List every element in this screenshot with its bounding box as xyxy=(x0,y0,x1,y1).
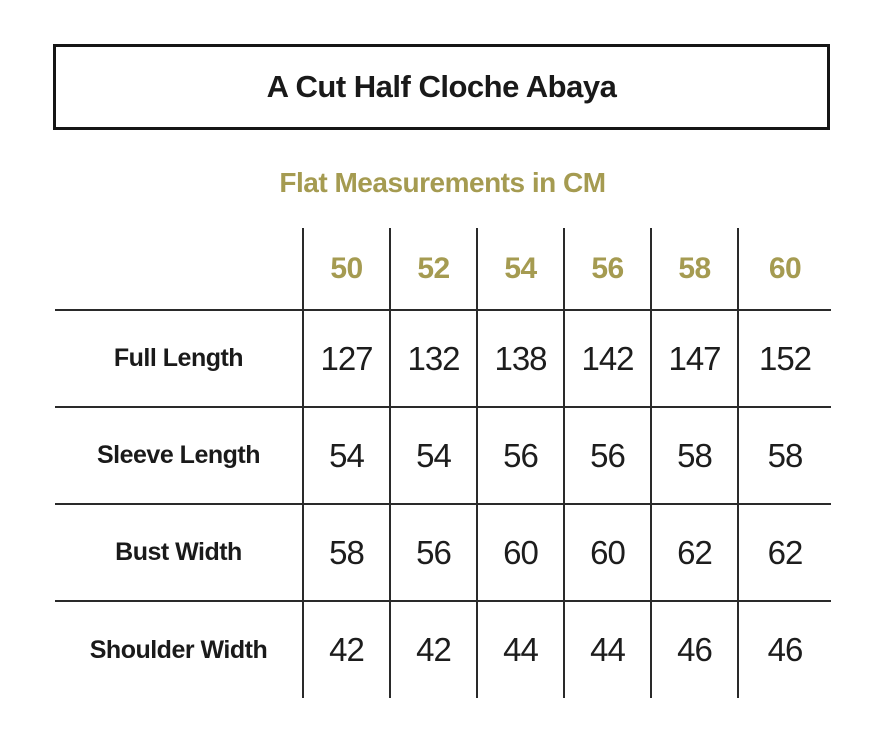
measurement-cell: 62 xyxy=(650,503,739,602)
measurement-cell: 60 xyxy=(563,503,652,602)
size-column-header: 50 xyxy=(302,228,391,311)
size-column-header: 56 xyxy=(563,228,652,311)
product-title-box: A Cut Half Cloche Abaya xyxy=(53,44,830,130)
size-column-header: 58 xyxy=(650,228,739,311)
measurement-cell: 132 xyxy=(389,309,478,408)
row-label: Full Length xyxy=(55,309,304,408)
measurement-cell: 142 xyxy=(563,309,652,408)
measurement-cell: 127 xyxy=(302,309,391,408)
product-title: A Cut Half Cloche Abaya xyxy=(266,69,617,104)
size-column-header: 54 xyxy=(476,228,565,311)
row-label: Sleeve Length xyxy=(55,406,304,505)
table-row-shoulder-width: Shoulder Width 42 42 44 44 46 46 xyxy=(55,600,831,698)
measurement-cell: 54 xyxy=(389,406,478,505)
measurement-cell: 44 xyxy=(563,600,652,698)
measurement-cell: 152 xyxy=(737,309,831,408)
measurement-cell: 56 xyxy=(389,503,478,602)
measurement-cell: 58 xyxy=(302,503,391,602)
table-corner-cell xyxy=(55,228,304,311)
measurement-cell: 56 xyxy=(476,406,565,505)
measurement-cell: 42 xyxy=(302,600,391,698)
measurement-cell: 54 xyxy=(302,406,391,505)
measurement-cell: 42 xyxy=(389,600,478,698)
measurement-cell: 58 xyxy=(650,406,739,505)
measurement-cell: 147 xyxy=(650,309,739,408)
measurements-table: 50 52 54 56 58 60 Full Length 127 132 13… xyxy=(55,228,831,698)
measurement-cell: 44 xyxy=(476,600,565,698)
row-label: Bust Width xyxy=(55,503,304,602)
size-column-header: 52 xyxy=(389,228,478,311)
measurement-cell: 58 xyxy=(737,406,831,505)
measurements-subtitle: Flat Measurements in CM xyxy=(279,167,606,198)
measurement-cell: 138 xyxy=(476,309,565,408)
measurement-cell: 62 xyxy=(737,503,831,602)
size-header-row: 50 52 54 56 58 60 xyxy=(55,228,831,311)
size-column-header: 60 xyxy=(737,228,831,311)
measurement-cell: 56 xyxy=(563,406,652,505)
table-row-sleeve-length: Sleeve Length 54 54 56 56 58 58 xyxy=(55,406,831,505)
table-row-bust-width: Bust Width 58 56 60 60 62 62 xyxy=(55,503,831,602)
measurement-cell: 60 xyxy=(476,503,565,602)
measurement-cell: 46 xyxy=(650,600,739,698)
table-row-full-length: Full Length 127 132 138 142 147 152 xyxy=(55,309,831,408)
measurement-cell: 46 xyxy=(737,600,831,698)
row-label: Shoulder Width xyxy=(55,600,304,698)
